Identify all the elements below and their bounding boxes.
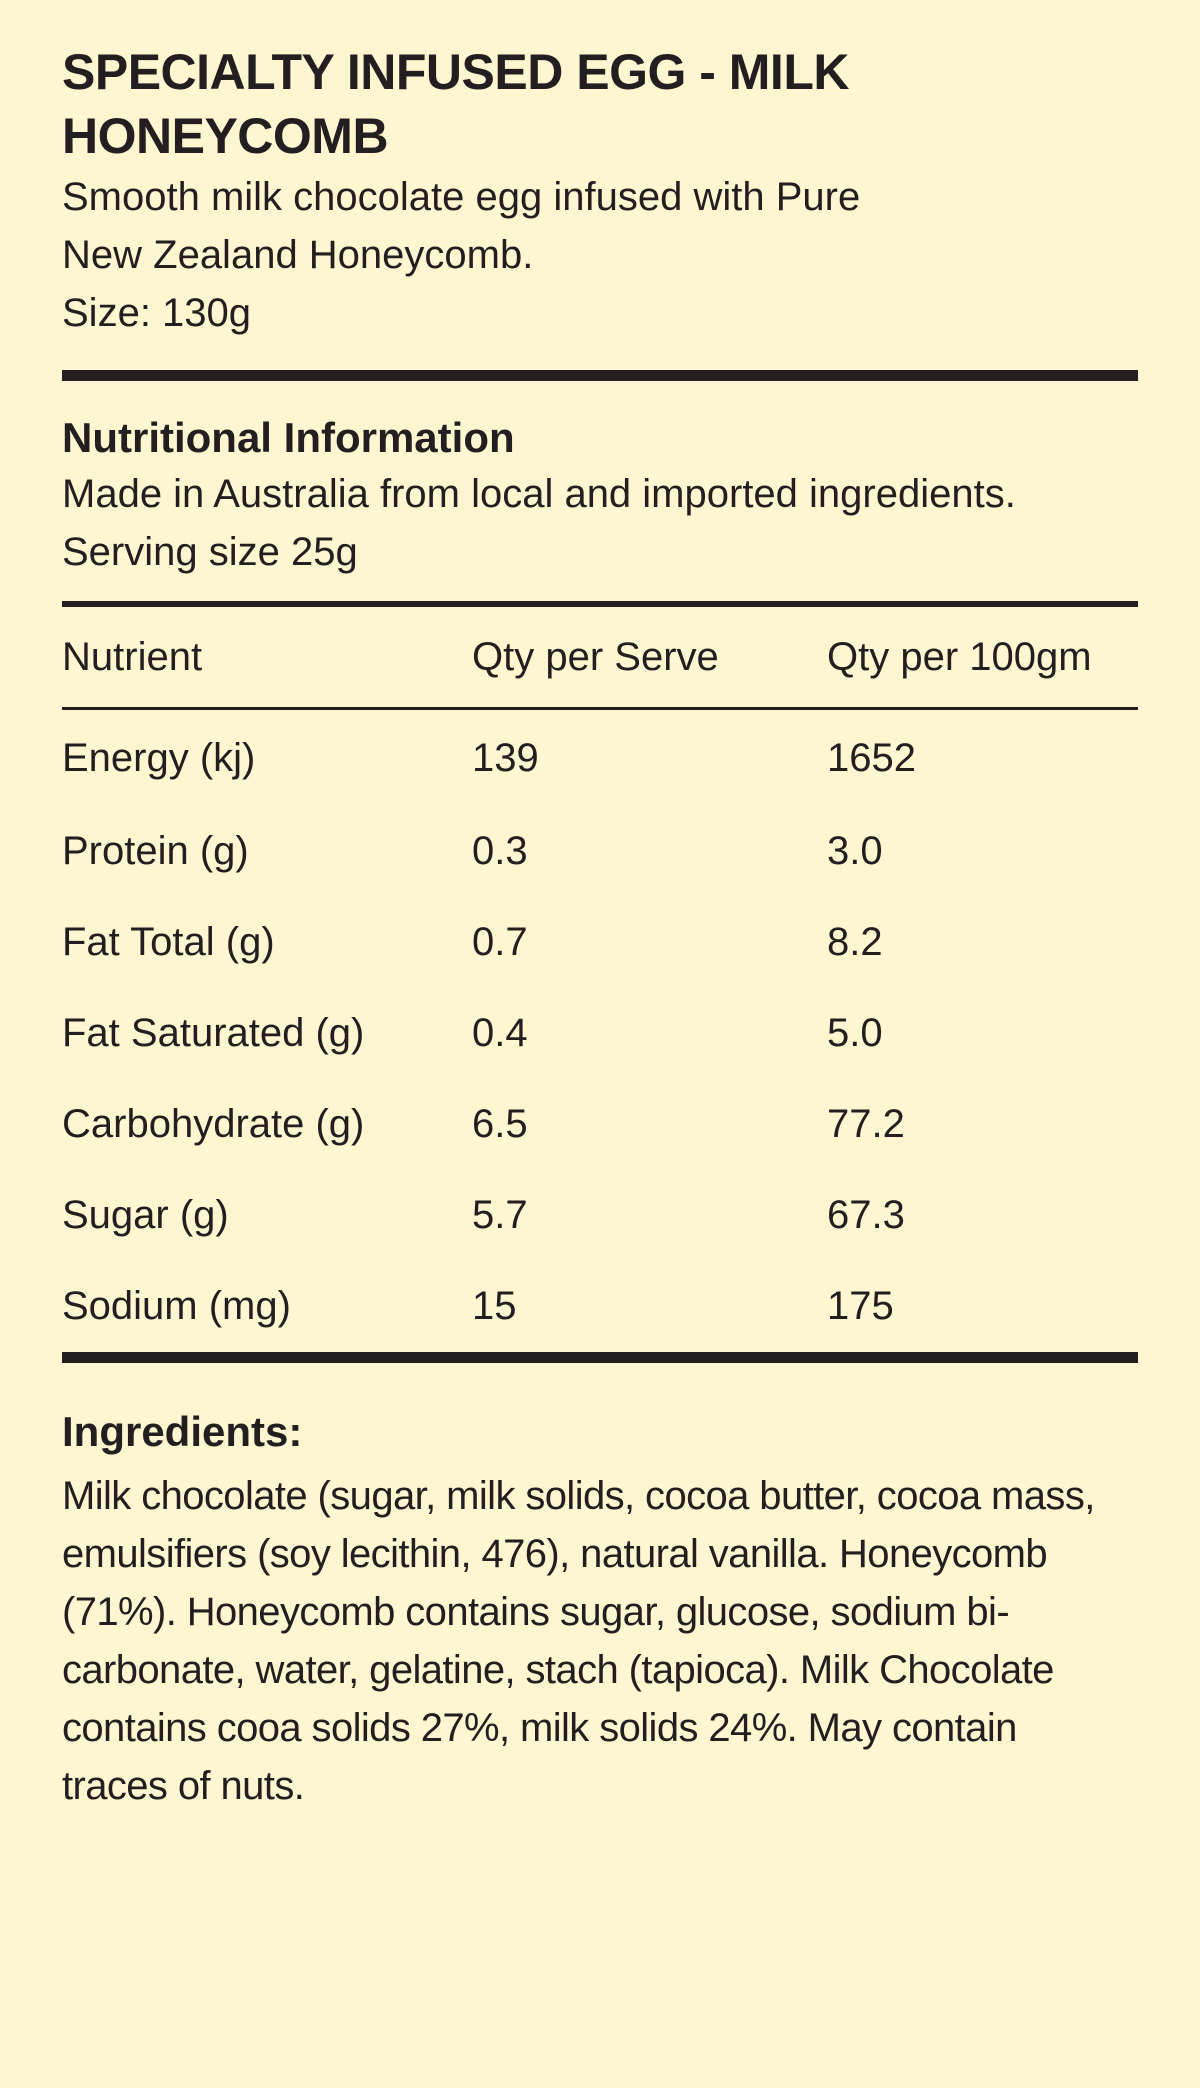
nutrient-name: Protein (g) — [62, 829, 249, 873]
product-description-line-2: New Zealand Honeycomb. — [62, 233, 534, 277]
qty-per-100gm: 1652 — [827, 735, 916, 780]
qty-per-serve: 6.5 — [472, 1102, 528, 1146]
table-row: Carbohydrate (g) 6.5 77.2 — [62, 1079, 1138, 1170]
product-title: SPECIALTY INFUSED EGG - MILK HONEYCOMB — [62, 44, 849, 164]
qty-per-100gm: 175 — [827, 1284, 894, 1328]
column-header-qty-per-100gm: Qty per 100gm — [827, 607, 1138, 710]
nutrition-table: Nutrient Qty per Serve Qty per 100gm Ene… — [62, 607, 1138, 1352]
qty-per-serve: 0.7 — [472, 920, 528, 964]
ingredients-heading: Ingredients: — [62, 1408, 303, 1455]
nutrient-name: Fat Total (g) — [62, 920, 275, 964]
table-row: Fat Total (g) 0.7 8.2 — [62, 897, 1138, 988]
qty-per-serve: 0.4 — [472, 1011, 528, 1055]
qty-per-serve: 139 — [472, 735, 539, 780]
table-row: Protein (g) 0.3 3.0 — [62, 806, 1138, 897]
origin-statement: Made in Australia from local and importe… — [62, 472, 1016, 516]
column-header-nutrient: Nutrient — [62, 607, 472, 710]
nutrient-name: Energy (kj) — [62, 735, 256, 780]
qty-per-100gm: 67.3 — [827, 1193, 905, 1237]
nutrient-name: Sugar (g) — [62, 1193, 229, 1237]
qty-per-100gm: 3.0 — [827, 829, 883, 873]
divider — [62, 1352, 1138, 1363]
qty-per-serve: 0.3 — [472, 829, 528, 873]
product-size: Size: 130g — [62, 291, 252, 335]
divider — [62, 601, 1138, 607]
nutrient-name: Sodium (mg) — [62, 1284, 291, 1328]
qty-per-100gm: 77.2 — [827, 1102, 905, 1146]
qty-per-100gm: 8.2 — [827, 920, 883, 964]
table-row: Fat Saturated (g) 0.4 5.0 — [62, 988, 1138, 1079]
ingredients-text: Milk chocolate (sugar, milk solids, coco… — [62, 1474, 1095, 1808]
nutrient-name: Carbohydrate (g) — [62, 1102, 365, 1146]
divider — [62, 370, 1138, 381]
qty-per-100gm: 5.0 — [827, 1011, 883, 1055]
table-row: Sugar (g) 5.7 67.3 — [62, 1170, 1138, 1261]
qty-per-serve: 15 — [472, 1284, 517, 1328]
nutrient-name: Fat Saturated (g) — [62, 1011, 365, 1055]
column-header-qty-per-serve: Qty per Serve — [472, 607, 827, 710]
qty-per-serve: 5.7 — [472, 1193, 528, 1237]
product-description-line-1: Smooth milk chocolate egg infused with P… — [62, 175, 861, 219]
table-header-row: Nutrient Qty per Serve Qty per 100gm — [62, 607, 1138, 710]
table-row: Sodium (mg) 15 175 — [62, 1261, 1138, 1352]
table-row: Energy (kj) 139 1652 — [62, 709, 1138, 807]
serving-size: Serving size 25g — [62, 530, 358, 574]
nutrition-heading: Nutritional Information — [62, 414, 515, 461]
product-label: SPECIALTY INFUSED EGG - MILK HONEYCOMB S… — [62, 40, 1138, 1815]
